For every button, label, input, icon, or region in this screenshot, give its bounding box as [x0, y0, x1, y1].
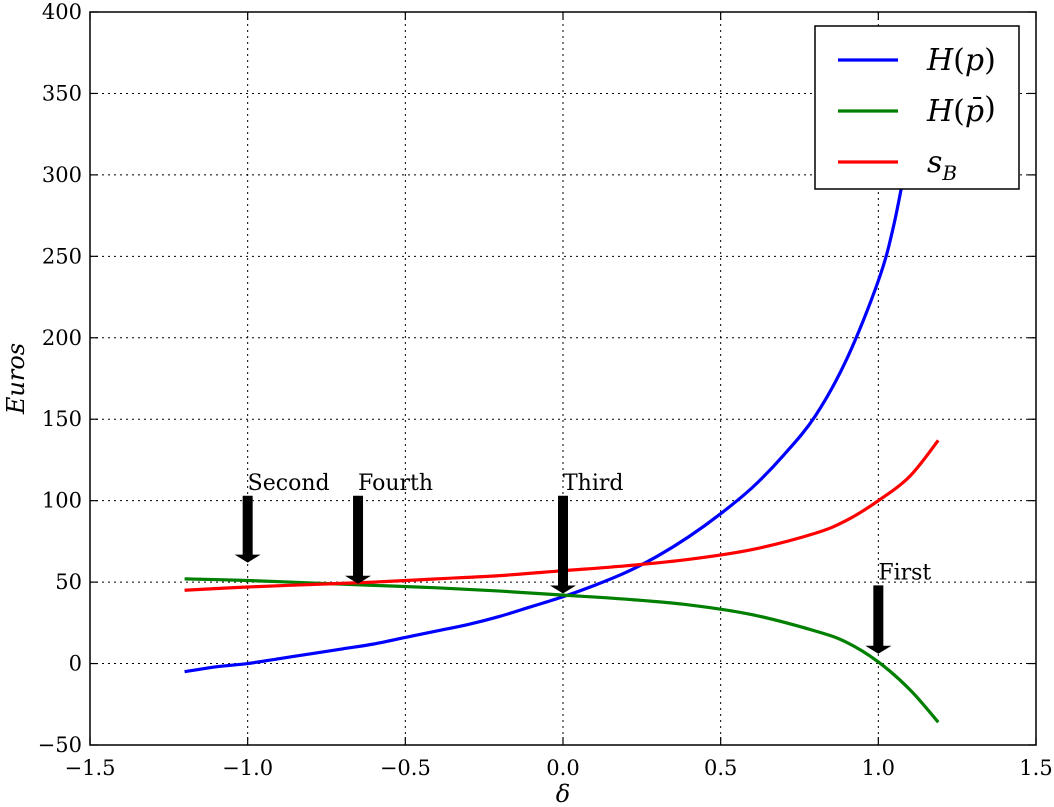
annotation-arrow — [865, 585, 892, 654]
x-tick-label: −1.5 — [65, 756, 116, 780]
annotation-arrow — [345, 495, 372, 584]
series-lines — [184, 142, 940, 724]
y-tick-label: 0 — [69, 652, 82, 676]
y-axis-label: Euros — [2, 343, 30, 415]
legend-label: H(p) — [926, 43, 996, 78]
annotation-label: First — [878, 560, 931, 585]
annotation-arrow — [550, 495, 576, 594]
x-tick-label: 1.0 — [862, 756, 895, 780]
y-tick-label: −50 — [38, 733, 82, 757]
y-tick-label: 300 — [42, 163, 82, 187]
y-tick-label: 100 — [42, 489, 82, 513]
y-tick-label: 400 — [42, 0, 82, 24]
legend-label: H(p¯) — [926, 91, 996, 129]
x-tick-label: 0.0 — [546, 756, 579, 780]
legend-label: sB — [927, 145, 957, 185]
series-line-1 — [184, 142, 912, 674]
series-line-3 — [184, 439, 940, 592]
x-tick-label: 1.5 — [1019, 756, 1052, 780]
annotation-label: Fourth — [358, 471, 433, 496]
y-tick-label: 350 — [42, 81, 82, 105]
y-tick-label: 150 — [42, 407, 82, 431]
annotation-label: Second — [248, 471, 330, 496]
annotations: Second Fourth Third First — [234, 471, 931, 654]
y-tick-label: 200 — [42, 326, 82, 350]
x-tick-label: −0.5 — [380, 756, 431, 780]
annotation-label: Third — [563, 471, 623, 496]
series-line-2 — [184, 577, 940, 724]
y-tick-label: 50 — [55, 570, 82, 594]
legend: H(p) H(p¯) sB — [814, 25, 1020, 190]
axis-ticks: −1.5 −1.0 −0.5 0.0 0.5 1.0 1.5 −50 0 50 100 150 200 2… — [38, 0, 1053, 780]
x-tick-label: −1.0 — [222, 756, 273, 780]
y-tick-label: 250 — [42, 244, 82, 268]
x-axis-label: δ — [556, 780, 570, 807]
annotation-arrow — [234, 495, 261, 563]
x-tick-label: 0.5 — [704, 756, 737, 780]
